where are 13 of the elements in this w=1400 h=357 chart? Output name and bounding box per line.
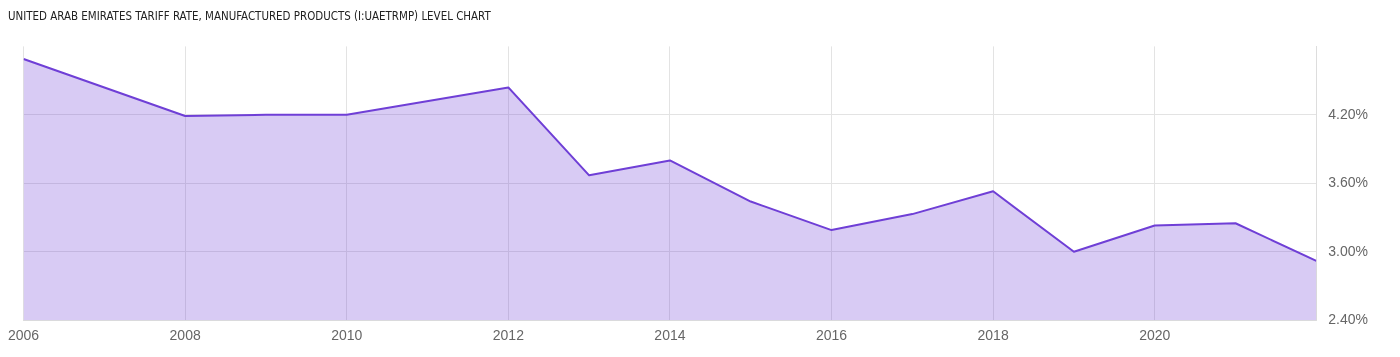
y-tick-label: 2.40%: [1328, 311, 1369, 328]
x-tick-label: 2012: [492, 327, 525, 344]
y-tick-label: 4.20%: [1328, 105, 1369, 122]
x-tick-label: 2006: [7, 327, 40, 344]
x-tick-label: 2010: [331, 327, 363, 344]
x-tick-label: 2008: [169, 327, 201, 344]
y-tick-label: 3.60%: [1328, 174, 1369, 191]
chart-title: UNITED ARAB EMIRATES TARIFF RATE, MANUFACTURED PRODUCTS (I:UAETRMP) LEVEL CHART: [8, 8, 491, 23]
x-tick-label: 2020: [1139, 327, 1171, 344]
y-tick-label: 3.00%: [1328, 242, 1369, 259]
x-tick-label: 2018: [977, 327, 1009, 344]
x-tick-label: 2016: [815, 327, 848, 344]
x-tick-label: 2014: [654, 327, 686, 344]
